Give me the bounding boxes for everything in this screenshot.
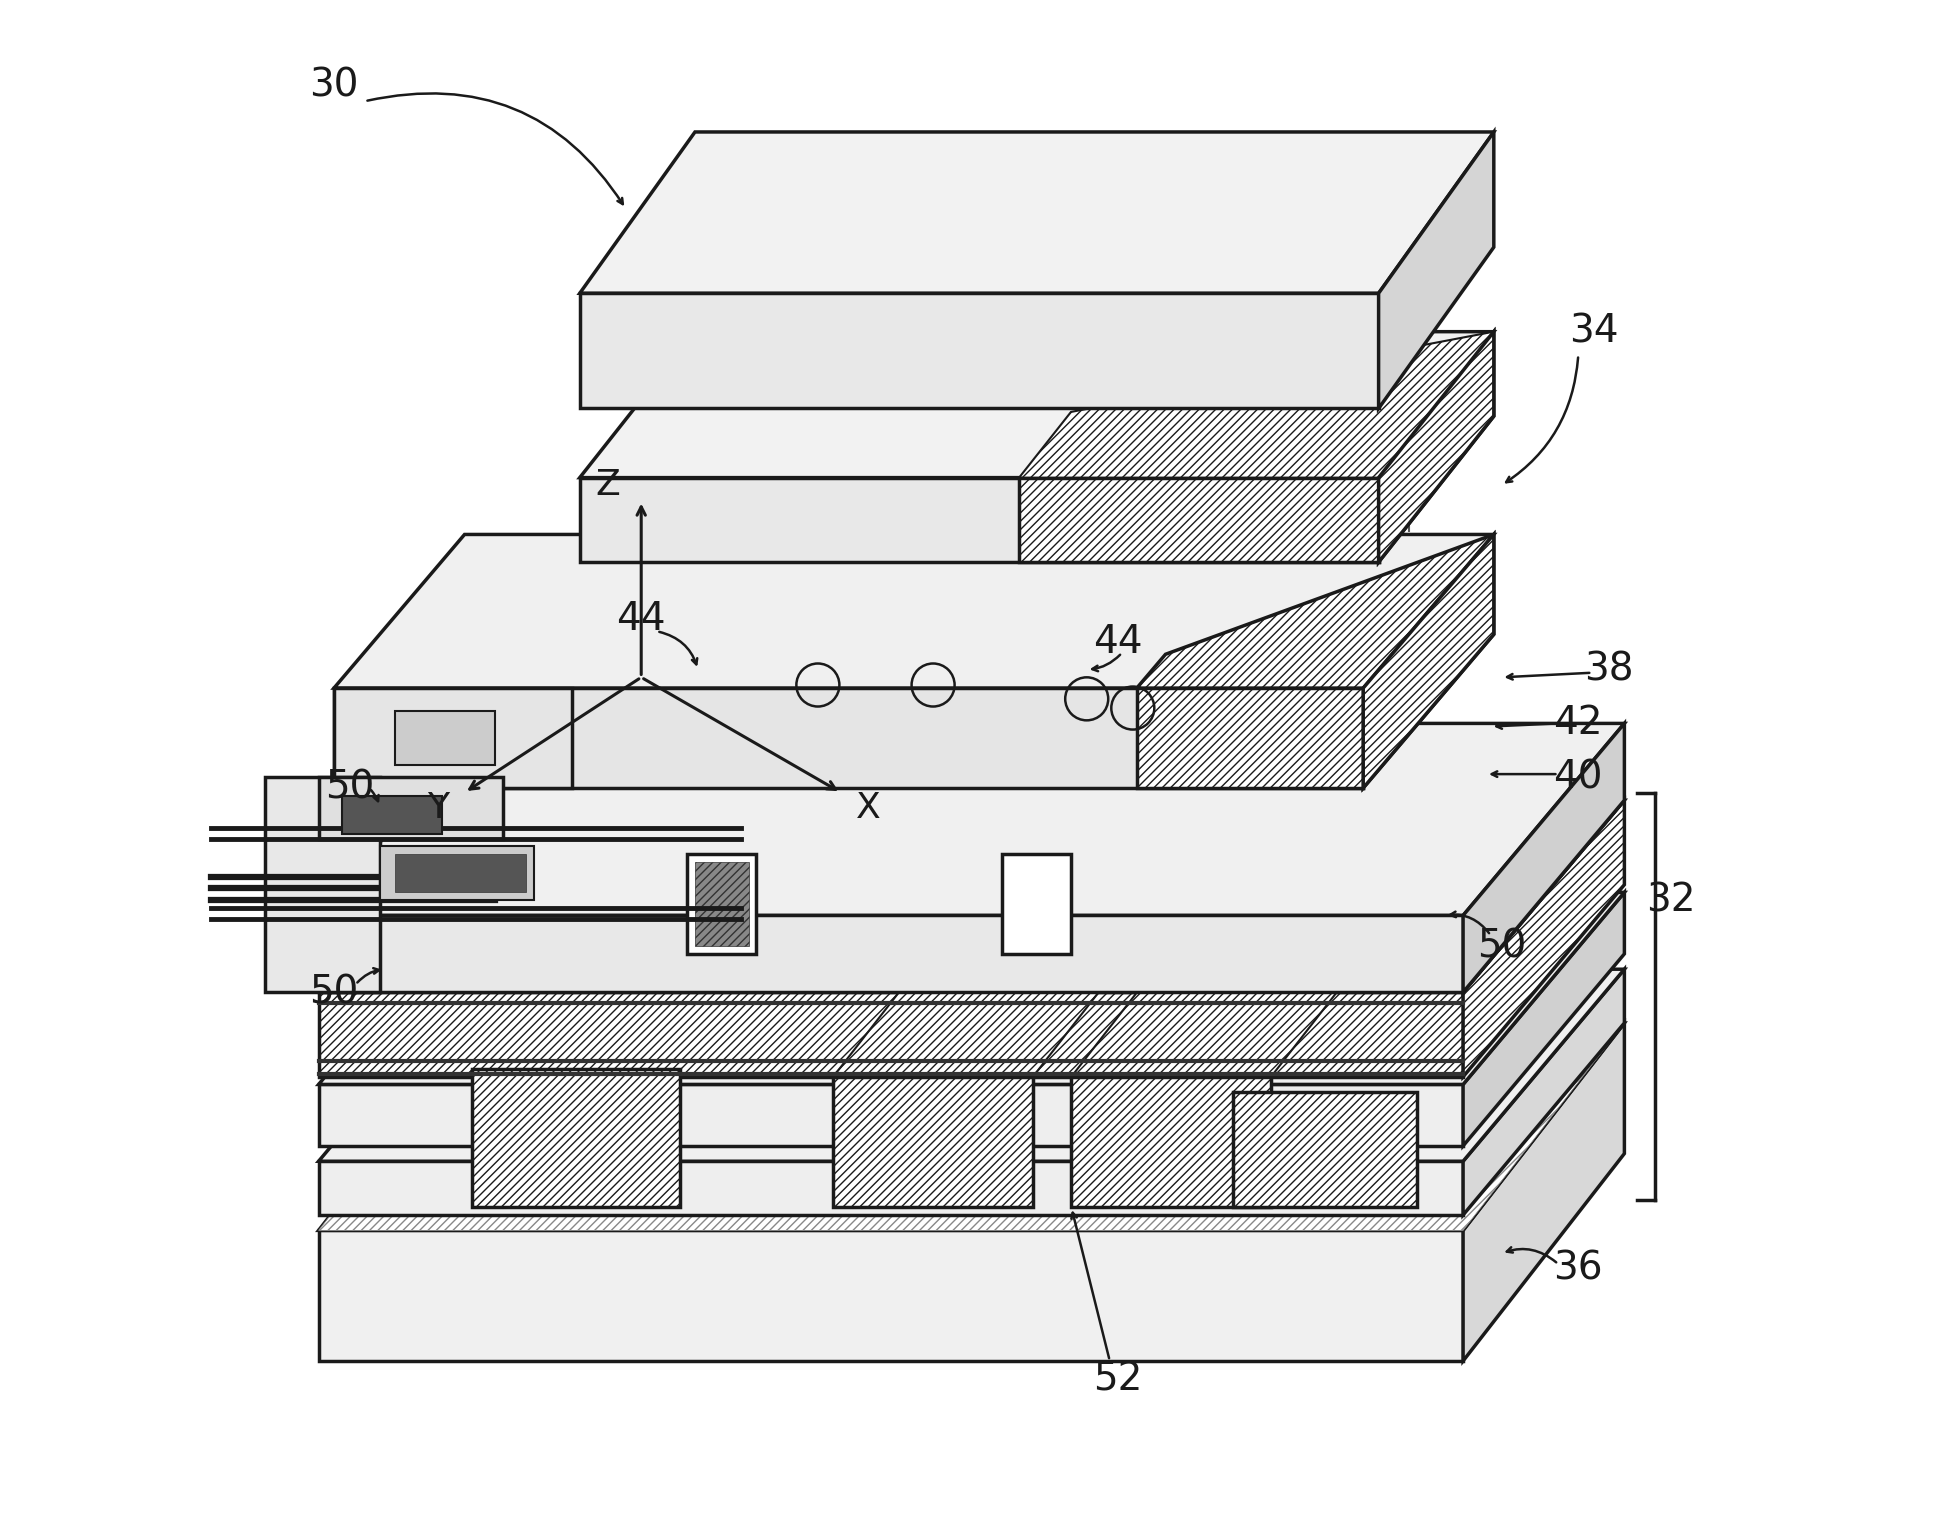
Text: 44: 44 (1092, 623, 1142, 660)
Polygon shape (1463, 723, 1624, 993)
Polygon shape (1003, 854, 1071, 954)
Polygon shape (688, 854, 756, 954)
Polygon shape (1380, 332, 1494, 562)
Polygon shape (834, 1077, 1034, 1207)
Text: 42: 42 (1554, 705, 1603, 742)
Text: Z: Z (595, 468, 620, 502)
Polygon shape (696, 862, 748, 946)
Polygon shape (319, 723, 1624, 916)
Polygon shape (1071, 1077, 1271, 1207)
Polygon shape (319, 993, 1463, 1077)
Text: X: X (857, 791, 880, 825)
Polygon shape (1463, 970, 1624, 1214)
Polygon shape (472, 1070, 680, 1207)
Text: 34: 34 (1568, 312, 1619, 351)
Text: 32: 32 (1646, 882, 1694, 919)
Polygon shape (834, 939, 1141, 1077)
Polygon shape (579, 332, 1494, 477)
Polygon shape (396, 854, 527, 893)
Polygon shape (1364, 534, 1494, 788)
Polygon shape (396, 711, 495, 765)
Polygon shape (1364, 534, 1494, 788)
Polygon shape (334, 688, 1364, 788)
Text: 50: 50 (309, 973, 359, 1011)
Polygon shape (334, 688, 571, 788)
Text: 52: 52 (1092, 1360, 1142, 1399)
Polygon shape (319, 800, 1624, 993)
Text: 36: 36 (1554, 1250, 1603, 1288)
Polygon shape (1020, 477, 1380, 562)
Polygon shape (319, 1023, 1624, 1230)
Polygon shape (319, 1023, 1624, 1230)
Polygon shape (1020, 332, 1494, 477)
Polygon shape (342, 796, 441, 834)
Polygon shape (1463, 1023, 1624, 1360)
Polygon shape (1071, 939, 1380, 1077)
Text: 30: 30 (309, 66, 359, 105)
Text: 44: 44 (616, 600, 666, 639)
Text: 50: 50 (324, 770, 373, 806)
Text: 50: 50 (1477, 926, 1525, 965)
Polygon shape (579, 477, 1380, 562)
Polygon shape (1380, 132, 1494, 408)
Polygon shape (1137, 688, 1364, 788)
Polygon shape (1463, 800, 1624, 1077)
Text: 38: 38 (1584, 651, 1634, 688)
Polygon shape (319, 777, 503, 839)
Polygon shape (319, 970, 1624, 1162)
Polygon shape (1137, 534, 1494, 688)
Polygon shape (319, 893, 1624, 1085)
Polygon shape (1380, 332, 1494, 562)
Polygon shape (319, 1230, 1463, 1360)
Polygon shape (381, 846, 534, 900)
Polygon shape (334, 534, 1494, 688)
Polygon shape (264, 777, 381, 993)
Polygon shape (579, 294, 1380, 408)
Polygon shape (1232, 1093, 1416, 1207)
Polygon shape (579, 132, 1494, 294)
Polygon shape (1463, 893, 1624, 1147)
Polygon shape (319, 916, 1463, 993)
Polygon shape (319, 1162, 1463, 1214)
Text: 40: 40 (1554, 759, 1603, 796)
Text: Y: Y (427, 791, 449, 825)
Polygon shape (319, 1085, 1463, 1147)
